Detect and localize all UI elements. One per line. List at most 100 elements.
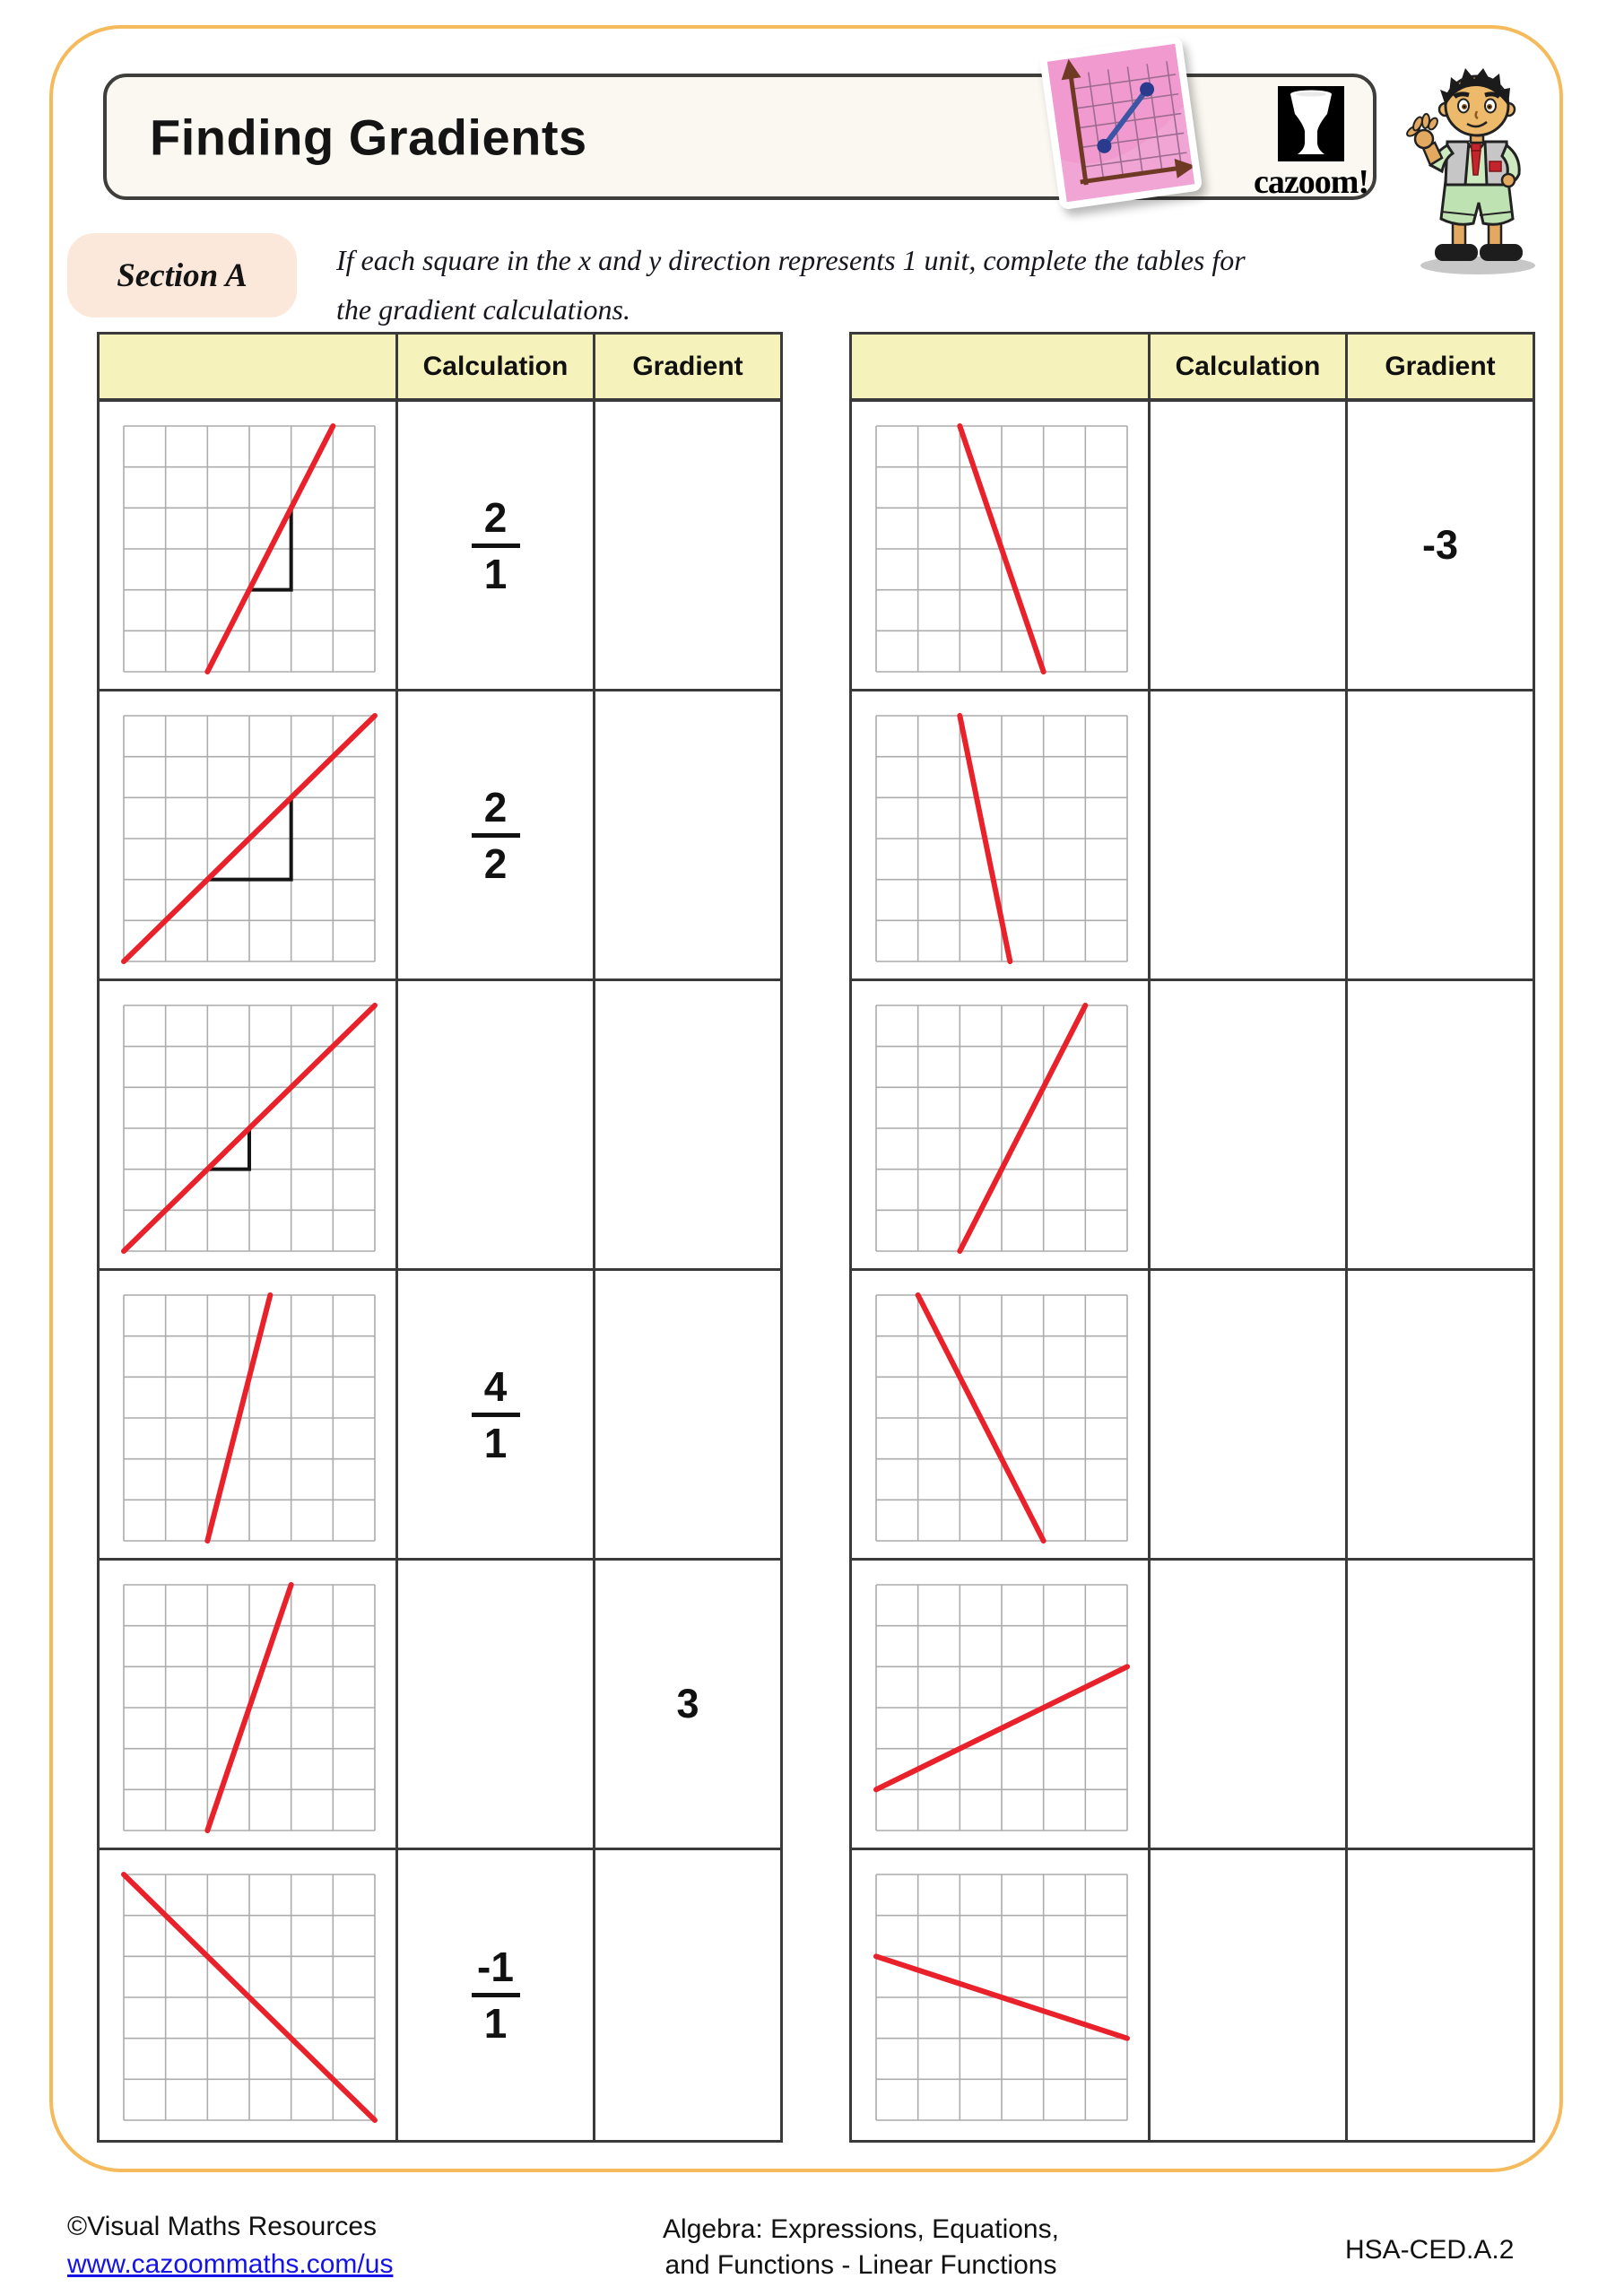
gradient-header: Gradient [595,335,780,402]
calculation-cell [398,1561,595,1850]
calculation-cell [1151,691,1348,981]
gradient-cell [595,981,780,1271]
cazoom-logo-text: cazoom! [1253,163,1369,201]
gradient-cell [595,1850,780,2140]
section-label: Section A [67,233,297,317]
calculation-fraction: -1 1 [471,1944,520,2047]
gradient-graph [121,1872,378,2123]
gradient-graph [123,1292,376,1544]
calculation-cell [1151,402,1348,691]
graph-cell [100,1850,398,2140]
gradient-line [957,1003,1089,1254]
gradient-table-left: Calculation Gradient 2 1 2 2 4 1 3 -1 1 [97,332,783,2143]
standard-code: HSA-CED.A.2 [1345,2235,1515,2265]
footer-left: ©Visual Maths Resources www.cazoommaths.… [67,2208,393,2283]
calculation-numerator: 4 [483,1362,508,1410]
gradient-cell [1348,981,1533,1271]
fraction-bar [471,1412,520,1417]
calculation-cell [1151,1271,1348,1561]
graph-column-header [100,335,398,402]
gradient-cell: 3 [595,1561,780,1850]
gradient-header: Gradient [1348,335,1533,402]
gradient-cell [595,691,780,981]
website-link[interactable]: www.cazoommaths.com/us [67,2249,394,2279]
gradient-cell [1348,1271,1533,1561]
calculation-numerator: 2 [483,783,508,831]
gradient-cell [1348,1561,1533,1850]
gradient-line [121,713,378,964]
fraction-bar [471,1993,520,1997]
gradient-table-right: Calculation Gradient -3 [849,332,1535,2143]
fraction-bar [471,832,520,838]
rise-run-triangle [249,508,293,592]
calculation-header: Calculation [1151,335,1348,402]
rise-run-triangle [207,1128,251,1171]
cazoom-logo: cazoom! [1239,86,1383,202]
gradient-graph [875,1003,1128,1254]
gradient-graph [121,713,378,964]
gradient-line [915,1292,1046,1544]
page-title: Finding Gradients [150,109,587,165]
gradient-graph [121,1003,378,1254]
graph-cell [852,402,1151,691]
gradient-value: -3 [1421,522,1458,568]
calculation-cell: -1 1 [398,1850,595,2140]
calculation-cell [1151,1561,1348,1850]
calculation-denominator: 1 [483,2000,508,2047]
graph-cell [852,981,1151,1271]
gradient-cell: -3 [1348,402,1533,691]
schoolboy-mascot-drawing [1406,68,1535,274]
instruction-text: If each square in the x and y direction … [336,236,1412,335]
calculation-denominator: 1 [483,1419,508,1466]
cazoom-drum-icon [1278,86,1344,161]
calculation-cell [1151,1850,1348,2140]
instruction-line-2: the gradient calculations. [336,293,630,326]
calculation-numerator: 2 [483,493,508,541]
gradient-graph [873,1584,1130,1831]
graph-cell [852,1850,1151,2140]
footer-topic: Algebra: Expressions, Equations, and Fun… [574,2212,1148,2283]
calculation-cell [398,981,595,1271]
gradient-line [957,423,1046,674]
graph-cell [100,691,398,981]
instruction-line-1: If each square in the x and y direction … [336,244,1246,276]
calculation-numerator: -1 [477,1944,514,1990]
gradient-cell [1348,691,1533,981]
gradient-line [957,713,1013,964]
gradient-line [121,1003,378,1254]
graph-cell [852,1271,1151,1561]
gradient-graph [875,1292,1128,1544]
graph-cell [100,981,398,1271]
gradient-line [121,1872,378,2123]
gradient-line [873,1953,1130,2041]
gradient-graph [875,713,1128,964]
graph-cell [100,402,398,691]
sticker-graph-icon [1046,43,1196,203]
gradient-cell [1348,1850,1533,2140]
gradient-cell [595,402,780,691]
line-graph-sticker-icon [1038,35,1203,211]
calculation-cell [1151,981,1348,1271]
graph-cell [852,691,1151,981]
calculation-denominator: 1 [483,550,508,597]
graph-cell [100,1561,398,1850]
copyright-text: ©Visual Maths Resources [67,2212,378,2241]
rise-run-triangle [207,797,293,882]
fraction-bar [471,543,520,548]
gradient-graph [123,1582,376,1833]
page-frame [49,25,1563,2172]
topic-line-1: Algebra: Expressions, Equations, [663,2214,1059,2244]
gradient-line [873,1664,1130,1793]
section-label-text: Section A [117,257,248,294]
graph-column-header [852,335,1151,402]
graph-cell [852,1561,1151,1850]
gradient-line [204,423,336,674]
gradient-graph [873,1874,1130,2121]
calculation-header: Calculation [398,335,595,402]
